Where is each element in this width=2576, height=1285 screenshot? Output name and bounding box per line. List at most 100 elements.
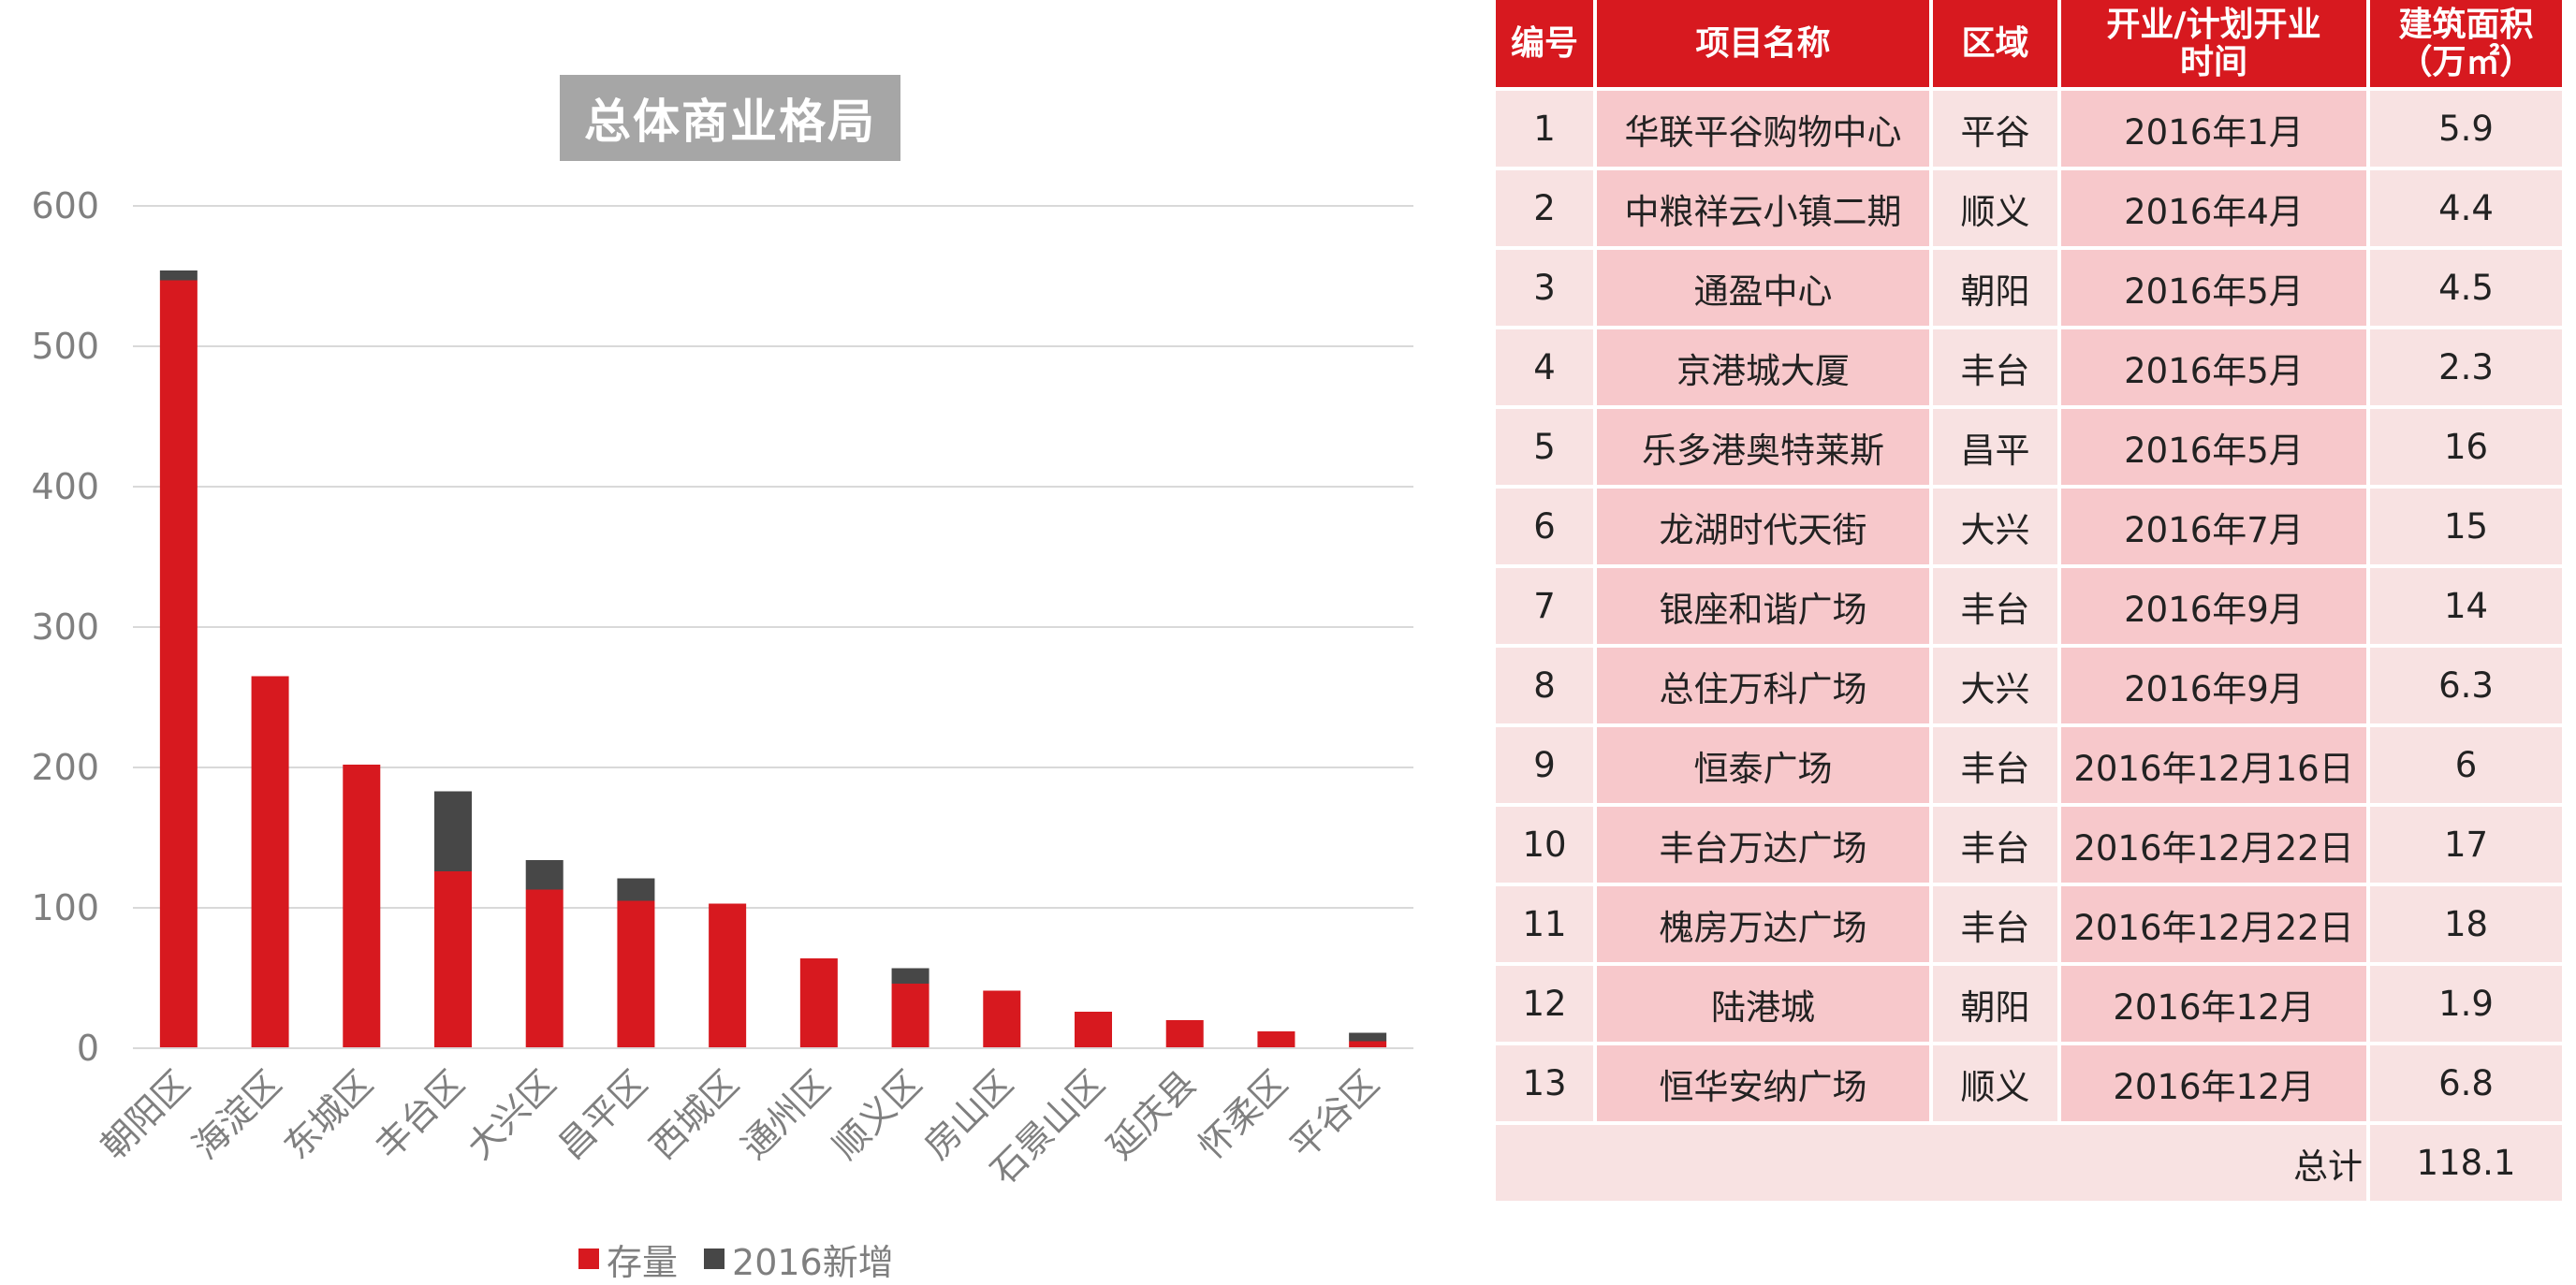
table-body: 1 华联平谷购物中心 平谷 2016年1月 5.9 2 中粮祥云小镇二期 顺义 2016年4月 4… bbox=[1496, 91, 2562, 1201]
bar-stock bbox=[709, 903, 747, 1048]
chart-legend: 存量 2016新增 bbox=[578, 1237, 920, 1283]
cell-no: 8 bbox=[1496, 648, 1593, 723]
cell-area: 顺义 bbox=[1933, 1045, 2057, 1121]
x-tick-label: 顺义区 bbox=[825, 1062, 929, 1167]
table-row: 9 恒泰广场 丰台 2016年12月16日 6 bbox=[1496, 727, 2562, 803]
bar-stock bbox=[525, 889, 564, 1048]
cell-area: 朝阳 bbox=[1933, 250, 2057, 326]
bar-stock bbox=[1075, 1012, 1112, 1048]
cell-no: 13 bbox=[1496, 1045, 1593, 1121]
cell-name: 通盈中心 bbox=[1597, 250, 1929, 326]
bar-stock bbox=[891, 984, 929, 1048]
cell-no: 10 bbox=[1496, 807, 1593, 883]
cell-date: 2016年12月16日 bbox=[2061, 727, 2366, 803]
cell-size: 1.9 bbox=[2370, 966, 2562, 1042]
cell-date: 2016年9月 bbox=[2061, 568, 2366, 644]
cell-size: 6 bbox=[2370, 727, 2562, 803]
cell-name: 总住万科广场 bbox=[1597, 648, 1929, 723]
cell-name: 陆港城 bbox=[1597, 966, 1929, 1042]
cell-size: 5.9 bbox=[2370, 91, 2562, 167]
cell-date: 2016年9月 bbox=[2061, 648, 2366, 723]
cell-no: 2 bbox=[1496, 170, 1593, 246]
cell-area: 丰台 bbox=[1933, 568, 2057, 644]
y-tick-label: 200 bbox=[31, 747, 99, 788]
cell-date: 2016年12月 bbox=[2061, 1045, 2366, 1121]
bar-new bbox=[1349, 1032, 1387, 1042]
cell-date: 2016年4月 bbox=[2061, 170, 2366, 246]
cell-name: 恒泰广场 bbox=[1597, 727, 1929, 803]
cell-date: 2016年7月 bbox=[2061, 489, 2366, 564]
cell-date: 2016年5月 bbox=[2061, 409, 2366, 485]
chart-title: 总体商业格局 bbox=[560, 75, 900, 161]
x-tick-label: 东城区 bbox=[276, 1062, 381, 1167]
bar-new bbox=[617, 878, 655, 901]
cell-name: 丰台万达广场 bbox=[1597, 807, 1929, 883]
cell-size: 18 bbox=[2370, 886, 2562, 962]
chart-area: 0 100 200 300 400 500 600 朝阳区 海淀区 东城区 丰台区 大兴区 昌平区 西城区… bbox=[31, 75, 1413, 1283]
bar-stock bbox=[1349, 1041, 1387, 1048]
cell-date: 2016年5月 bbox=[2061, 250, 2366, 326]
bar-chart: 0 100 200 300 400 500 600 朝阳区海淀区东城区丰台区大兴区昌平区西城区… bbox=[31, 185, 1413, 1192]
bar-stock bbox=[159, 280, 198, 1048]
legend-item-stock: 存量 bbox=[578, 1234, 678, 1285]
bar-stock bbox=[343, 765, 381, 1048]
y-tick-label: 600 bbox=[31, 185, 99, 226]
cell-date: 2016年12月22日 bbox=[2061, 886, 2366, 962]
cell-size: 6.3 bbox=[2370, 648, 2562, 723]
cell-size: 16 bbox=[2370, 409, 2562, 485]
x-tick-label: 大兴区 bbox=[459, 1062, 564, 1167]
y-tick-label: 0 bbox=[77, 1028, 99, 1069]
x-tick-label: 西城区 bbox=[642, 1062, 747, 1167]
x-tick-label: 平谷区 bbox=[1282, 1062, 1387, 1167]
table-header-row: 编号 项目名称 区域 开业/计划开业 时间 建筑面积 （万㎡） bbox=[1496, 0, 2562, 87]
table-row: 12 陆港城 朝阳 2016年12月 1.9 bbox=[1496, 966, 2562, 1042]
bar-stock bbox=[434, 871, 472, 1048]
cell-name: 乐多港奥特莱斯 bbox=[1597, 409, 1929, 485]
cell-no: 4 bbox=[1496, 329, 1593, 405]
header-area: 区域 bbox=[1933, 0, 2057, 87]
bar-new bbox=[434, 791, 472, 871]
cell-area: 顺义 bbox=[1933, 170, 2057, 246]
table-row: 5 乐多港奥特莱斯 昌平 2016年5月 16 bbox=[1496, 409, 2562, 485]
legend-swatch-stock bbox=[578, 1248, 599, 1269]
cell-area: 平谷 bbox=[1933, 91, 2057, 167]
project-table: 编号 项目名称 区域 开业/计划开业 时间 建筑面积 （万㎡） 1 华联平谷购物中… bbox=[1492, 0, 2566, 1205]
table-row: 1 华联平谷购物中心 平谷 2016年1月 5.9 bbox=[1496, 91, 2562, 167]
x-tick-label: 通州区 bbox=[733, 1062, 838, 1167]
cell-date: 2016年1月 bbox=[2061, 91, 2366, 167]
cell-area: 丰台 bbox=[1933, 807, 2057, 883]
cell-name: 京港城大厦 bbox=[1597, 329, 1929, 405]
cell-area: 丰台 bbox=[1933, 886, 2057, 962]
cell-size: 15 bbox=[2370, 489, 2562, 564]
cell-no: 9 bbox=[1496, 727, 1593, 803]
x-tick-label: 延庆县 bbox=[1099, 1062, 1204, 1167]
table-total-row: 总计 118.1 bbox=[1496, 1125, 2562, 1201]
bar-stock bbox=[1165, 1020, 1204, 1048]
project-table-area: 编号 项目名称 区域 开业/计划开业 时间 建筑面积 （万㎡） 1 华联平谷购物中… bbox=[1496, 0, 2566, 1205]
x-tick-label: 怀柔区 bbox=[1191, 1062, 1295, 1167]
x-tick-label: 海淀区 bbox=[184, 1062, 289, 1167]
legend-swatch-new bbox=[704, 1248, 725, 1269]
legend-label-new: 2016新增 bbox=[732, 1241, 894, 1283]
table-row: 6 龙湖时代天街 大兴 2016年7月 15 bbox=[1496, 489, 2562, 564]
cell-date: 2016年12月 bbox=[2061, 966, 2366, 1042]
cell-area: 丰台 bbox=[1933, 727, 2057, 803]
cell-name: 银座和谐广场 bbox=[1597, 568, 1929, 644]
total-value: 118.1 bbox=[2370, 1125, 2562, 1201]
bar-stock bbox=[1257, 1031, 1295, 1048]
cell-name: 华联平谷购物中心 bbox=[1597, 91, 1929, 167]
cell-name: 恒华安纳广场 bbox=[1597, 1045, 1929, 1121]
table-row: 3 通盈中心 朝阳 2016年5月 4.5 bbox=[1496, 250, 2562, 326]
cell-date: 2016年5月 bbox=[2061, 329, 2366, 405]
y-tick-label: 400 bbox=[31, 466, 99, 507]
cell-area: 昌平 bbox=[1933, 409, 2057, 485]
cell-size: 14 bbox=[2370, 568, 2562, 644]
cell-area: 大兴 bbox=[1933, 648, 2057, 723]
bar-new bbox=[159, 270, 198, 281]
cell-no: 5 bbox=[1496, 409, 1593, 485]
header-name: 项目名称 bbox=[1597, 0, 1929, 87]
table-row: 11 槐房万达广场 丰台 2016年12月22日 18 bbox=[1496, 886, 2562, 962]
table-row: 7 银座和谐广场 丰台 2016年9月 14 bbox=[1496, 568, 2562, 644]
cell-size: 6.8 bbox=[2370, 1045, 2562, 1121]
cell-area: 丰台 bbox=[1933, 329, 2057, 405]
